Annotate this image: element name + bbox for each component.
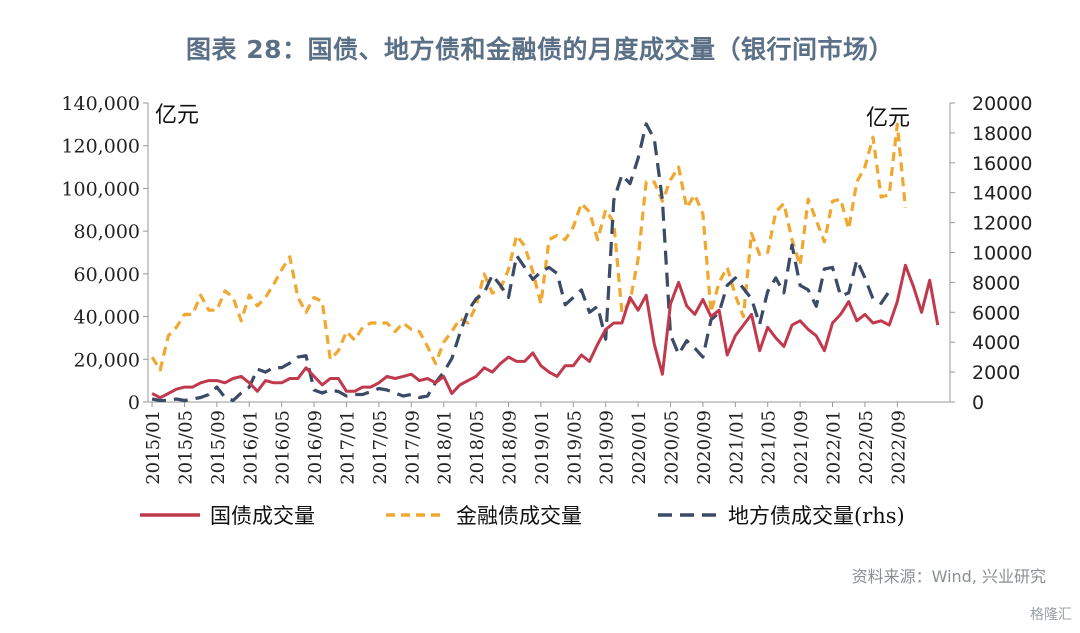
right-tick-label: 16000	[972, 153, 1032, 175]
x-tick-label: 2022/05	[856, 410, 877, 485]
left-tick-label: 60,000	[74, 264, 140, 286]
left-unit-label: 亿元	[155, 103, 199, 128]
x-tick-label: 2022/01	[824, 410, 845, 485]
chart-title: 图表 28：国债、地方债和金融债的月度成交量（银行间市场）	[186, 35, 894, 64]
x-tick-label: 2016/05	[273, 410, 294, 485]
legend: 国债成交量 金融债成交量 地方债成交量(rhs)	[140, 504, 905, 528]
x-tick-label: 2021/01	[726, 410, 747, 485]
watermark: 格隆汇	[1030, 607, 1072, 623]
x-tick-label: 2019/05	[564, 410, 585, 485]
x-tick-label: 2017/01	[337, 410, 358, 485]
x-tick-label: 2016/09	[305, 410, 326, 485]
source-note: 资料来源：Wind, 兴业研究	[851, 567, 1046, 586]
x-tick-label: 2015/01	[143, 410, 164, 485]
series-line-1	[150, 122, 907, 372]
legend-label-1: 金融债成交量	[456, 504, 582, 528]
x-tick-label: 2022/09	[888, 410, 909, 485]
series-line-2	[151, 122, 891, 403]
left-tick-label: 140,000	[61, 93, 140, 115]
x-tick-label: 2021/09	[791, 410, 812, 485]
right-unit-label: 亿元	[866, 106, 910, 131]
right-tick-label: 10000	[972, 243, 1032, 265]
legend-label-2: 地方债成交量(rhs)	[728, 504, 905, 528]
x-tick-label: 2018/01	[435, 410, 456, 485]
legend-label-0: 国债成交量	[210, 504, 315, 528]
x-tick-label: 2017/05	[370, 410, 391, 485]
right-tick-label: 6000	[972, 302, 1020, 324]
right-tick-label: 12000	[972, 213, 1032, 235]
left-tick-label: 100,000	[61, 178, 140, 200]
right-tick-label: 20000	[972, 93, 1032, 115]
left-tick-label: 80,000	[74, 221, 140, 243]
x-tick-label: 2019/01	[532, 410, 553, 485]
left-tick-label: 20,000	[74, 349, 140, 371]
left-tick-label: 40,000	[74, 307, 140, 329]
right-tick-label: 2000	[972, 362, 1020, 384]
axes: 0 20,000 40,000 60,000 80,000 100,000 120,000 1…	[61, 93, 1032, 485]
left-tick-label: 120,000	[61, 136, 140, 158]
right-tick-label: 18000	[972, 123, 1032, 145]
right-tick-label: 14000	[972, 183, 1032, 205]
x-tick-label: 2020/05	[662, 410, 683, 485]
x-tick-label: 2015/09	[208, 410, 229, 485]
x-tick-label: 2015/05	[175, 410, 196, 485]
series-layer	[150, 122, 940, 403]
x-tick-label: 2020/09	[694, 410, 715, 485]
x-tick-label: 2019/09	[597, 410, 618, 485]
x-tick-label: 2018/05	[467, 410, 488, 485]
right-tick-label: 0	[972, 392, 984, 414]
x-tick-label: 2016/01	[240, 410, 261, 485]
right-tick-label: 4000	[972, 332, 1020, 354]
x-tick-label: 2020/01	[629, 410, 650, 485]
right-tick-label: 8000	[972, 272, 1020, 294]
x-tick-label: 2021/05	[759, 410, 780, 485]
x-tick-label: 2017/09	[402, 410, 423, 485]
series-line-0	[151, 263, 940, 400]
x-tick-label: 2018/09	[499, 410, 520, 485]
left-tick-label: 0	[128, 392, 140, 414]
